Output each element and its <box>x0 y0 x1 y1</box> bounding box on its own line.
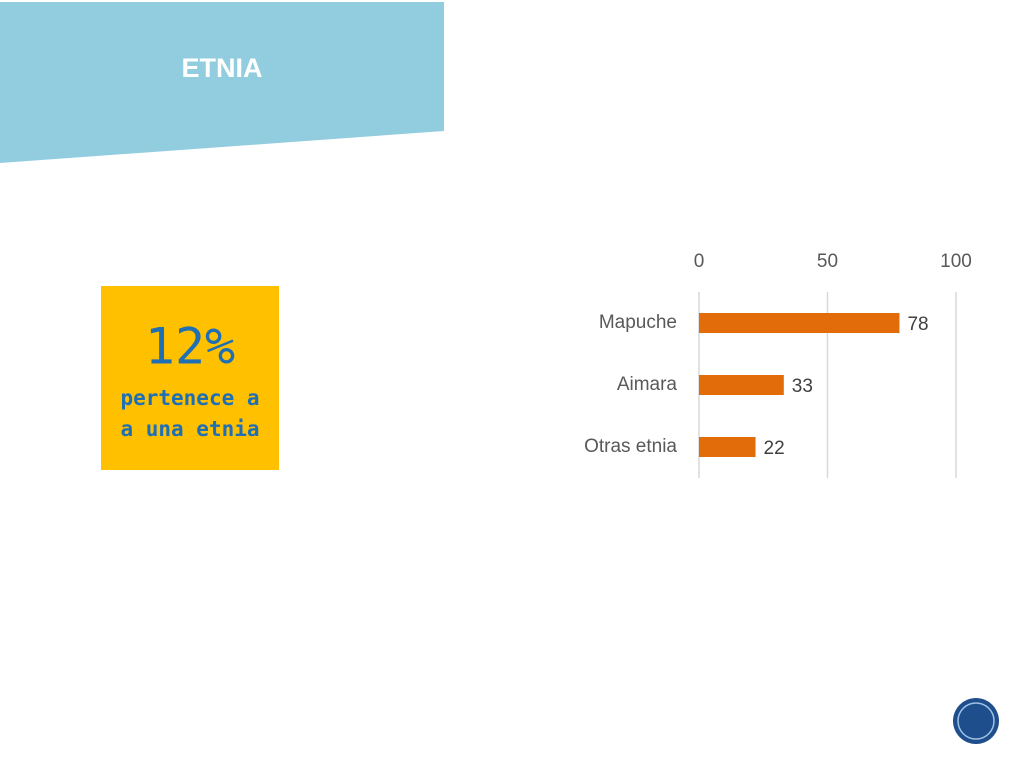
logo-ring <box>957 702 995 740</box>
x-tick-label: 0 <box>694 251 705 272</box>
callout-value: 12% <box>145 318 235 376</box>
bar-chart: 0 50 100 Mapuche 78 Aimara 33 Otras etnia 22 <box>584 251 972 478</box>
logo <box>953 698 999 744</box>
category-label: Mapuche <box>599 312 677 333</box>
bar <box>699 313 900 333</box>
x-tick-label: 50 <box>817 251 838 272</box>
title-banner <box>0 2 444 163</box>
value-label: 22 <box>764 438 785 459</box>
bar <box>699 375 784 395</box>
callout-box <box>101 286 279 470</box>
bar <box>699 437 756 457</box>
category-label: Aimara <box>617 374 678 395</box>
x-tick-label: 100 <box>940 251 972 272</box>
callout-text: a una etnia <box>120 417 259 441</box>
logo-circle <box>953 698 999 744</box>
value-label: 33 <box>792 376 813 397</box>
category-label: Otras etnia <box>584 436 677 457</box>
value-label: 78 <box>907 314 928 335</box>
slide-title: ETNIA <box>182 53 263 83</box>
callout-text: pertenece a <box>120 386 259 410</box>
